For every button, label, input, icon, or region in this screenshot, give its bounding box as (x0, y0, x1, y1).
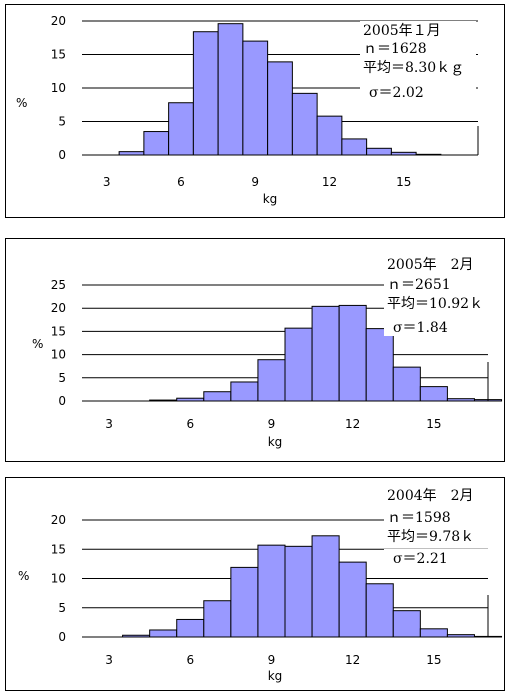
annotation-bg (384, 255, 500, 273)
annotation-bg (360, 21, 476, 39)
y-tick-label: 20 (51, 513, 66, 527)
y-tick-label: 5 (58, 371, 66, 385)
histogram-bar (242, 40, 269, 156)
histogram-bar (168, 102, 194, 156)
y-tick-label: 25 (51, 278, 66, 292)
histogram-bar (230, 381, 259, 402)
y-axis-label: % (32, 337, 43, 351)
annotation-text: 平均＝10.92ｋ (387, 296, 483, 312)
histogram-bar (338, 561, 367, 638)
histogram-bar (419, 628, 448, 638)
histogram-bar (149, 629, 178, 638)
y-tick-label: 5 (58, 115, 66, 129)
histogram-bar (419, 386, 448, 402)
x-axis-label: kg (268, 435, 283, 449)
annotation-text: 2005年 2月 (387, 257, 474, 273)
histogram-bar (392, 366, 421, 402)
y-tick-label: 5 (58, 601, 66, 615)
y-tick-label: 15 (51, 48, 66, 62)
histogram-bar (365, 583, 394, 638)
x-tick-label: 15 (396, 175, 411, 189)
annotation-bg (384, 486, 500, 504)
annotation-text: 平均＝9.78ｋ (387, 529, 474, 545)
histogram-bar (291, 92, 318, 156)
annotation-bg (360, 83, 476, 101)
annotation-bg (384, 318, 500, 336)
x-tick-label: 12 (345, 653, 360, 667)
histogram-bar (392, 610, 421, 638)
annotation-text: 2005年１月 (363, 23, 441, 39)
y-tick-label: 15 (51, 324, 66, 338)
histogram-bar (341, 138, 368, 156)
histogram-panel-2004-feb: 0 5 10 15 20 3 6 9 12 15% kg 2004年 2月 ｎ＝1598 平均＝9.78ｋ… (5, 477, 505, 691)
histogram-bar (203, 391, 232, 402)
x-axis-label: kg (263, 192, 278, 206)
histogram-bar (311, 305, 340, 402)
histogram-bar (257, 544, 286, 638)
histogram-bar (230, 566, 259, 638)
annotation-text: σ＝2.02 (369, 85, 424, 101)
y-axis-label: % (18, 569, 29, 583)
annotation-bg (360, 58, 476, 76)
x-tick-label: 6 (186, 653, 194, 667)
annotation-text: ｎ＝2651 (387, 277, 451, 293)
histogram-bar (284, 327, 313, 402)
y-tick-label: 0 (58, 630, 66, 644)
histogram-2004-feb: 0 5 10 15 20 3 6 9 12 15% kg 2004年 2月 ｎ＝1598 平均＝9.78ｋ… (18, 486, 503, 683)
y-tick-label: 20 (51, 14, 66, 28)
annotation-bg (360, 39, 476, 57)
histogram-2005-jan: 0 5 10 15 20 3 6 9 12 15% kg 2005年１月 ｎ＝1628 平均＝8.30ｋｇ… (16, 14, 479, 206)
histogram-bar (267, 61, 293, 156)
histogram-bar (366, 147, 392, 156)
y-axis-label: % (16, 96, 27, 110)
x-tick-label: 15 (426, 417, 441, 431)
annotation-bg (384, 508, 500, 526)
x-tick-label: 12 (322, 175, 337, 189)
annotation-text: σ＝1.84 (393, 320, 448, 336)
histogram-panel-2005-feb: 0 5 10 15 20 25 3 6 9 12 15% kg 2005年 2月 ｎ＝2651 平均＝10.… (5, 238, 505, 462)
histogram-panel-2005-jan: 0 5 10 15 20 3 6 9 12 15% kg 2005年１月 ｎ＝1628 平均＝8.30ｋｇ… (5, 4, 505, 218)
histogram-bar (176, 618, 205, 638)
y-tick-label: 15 (51, 542, 66, 556)
y-tick-label: 10 (51, 81, 66, 95)
histogram-bar (365, 328, 394, 402)
annotation-bg (384, 527, 500, 545)
histogram-bar (118, 151, 145, 156)
x-tick-label: 15 (426, 653, 441, 667)
x-tick-label: 3 (103, 175, 111, 189)
histogram-bar (338, 304, 367, 402)
x-tick-label: 12 (345, 417, 360, 431)
histogram-bar (192, 31, 219, 156)
x-axis-label: kg (268, 669, 283, 683)
x-tick-label: 3 (105, 417, 113, 431)
y-tick-label: 20 (51, 301, 66, 315)
annotation-bg (384, 549, 500, 567)
histogram-bar (316, 115, 343, 156)
x-tick-label: 3 (105, 653, 113, 667)
y-tick-label: 0 (58, 394, 66, 408)
y-tick-label: 10 (51, 348, 66, 362)
histogram-bar (217, 23, 244, 156)
annotation-text: 平均＝8.30ｋｇ (363, 60, 464, 76)
histogram-bar (284, 545, 313, 638)
annotation-text: 2004年 2月 (387, 488, 474, 504)
annotation-bg (384, 275, 500, 293)
histogram-bar (143, 131, 170, 156)
histogram-bar (257, 359, 286, 402)
annotation-bg (384, 294, 500, 312)
x-tick-label: 6 (186, 417, 194, 431)
x-tick-label: 9 (268, 417, 276, 431)
x-tick-label: 6 (177, 175, 185, 189)
y-tick-label: 0 (58, 148, 66, 162)
histogram-2005-feb: 0 5 10 15 20 25 3 6 9 12 15% kg 2005年 2月 ｎ＝2651 平均＝10.… (32, 255, 503, 449)
annotation-text: ｎ＝1628 (363, 41, 427, 57)
annotation-text: ｎ＝1598 (387, 510, 451, 526)
y-tick-label: 10 (51, 572, 66, 586)
histogram-bar (311, 535, 340, 638)
histogram-bar (203, 600, 232, 638)
x-tick-label: 9 (268, 653, 276, 667)
x-tick-label: 9 (251, 175, 259, 189)
annotation-text: σ＝2.21 (393, 551, 448, 567)
